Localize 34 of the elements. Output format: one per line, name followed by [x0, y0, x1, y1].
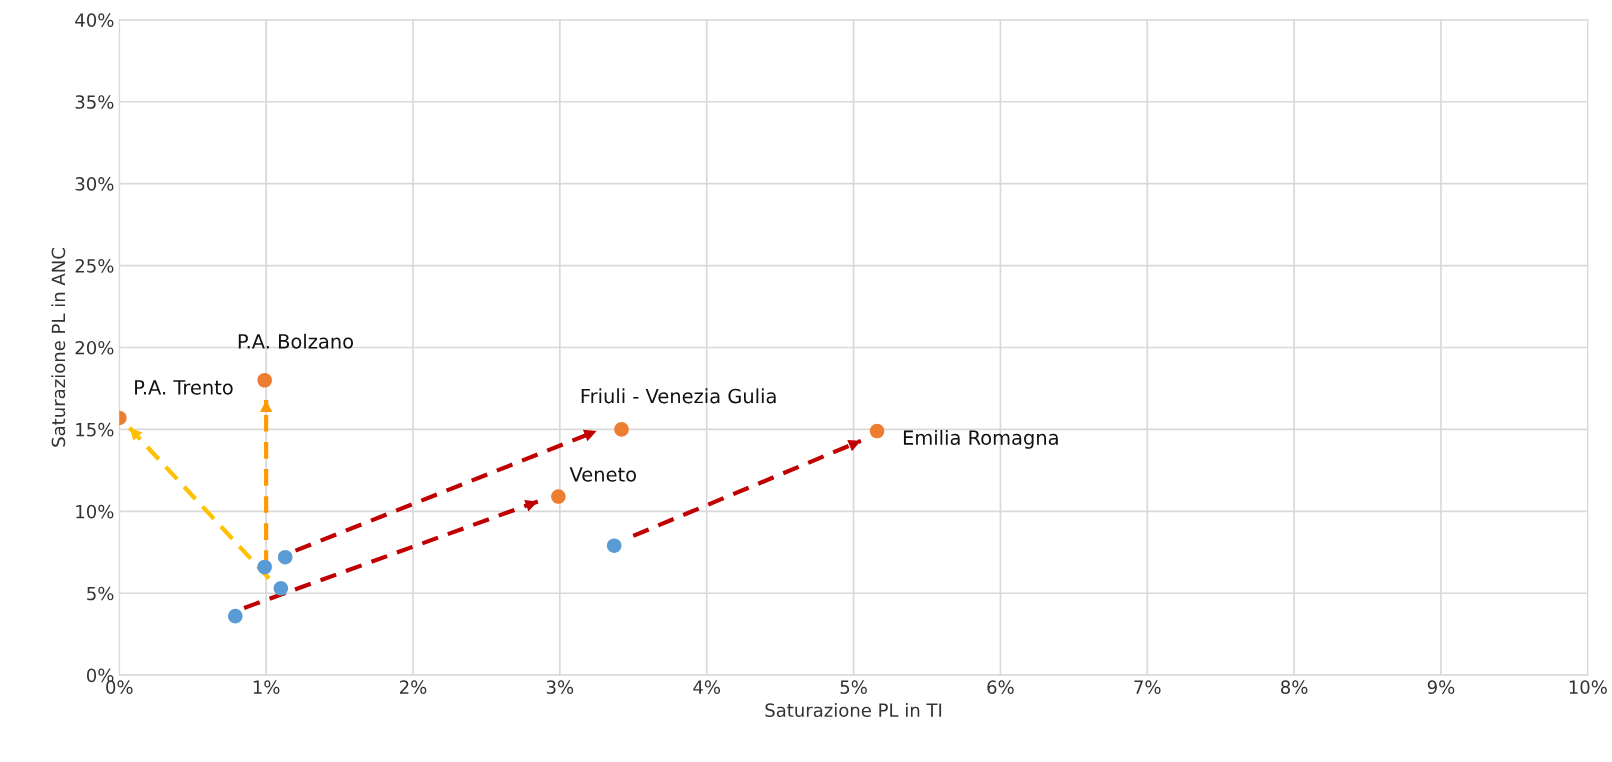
y-tick-label: 5%	[87, 586, 114, 601]
point	[869, 423, 885, 439]
y-tick-label: 40%	[75, 13, 114, 27]
annotation: Friuli - Venezia Gulia	[581, 388, 776, 404]
x-tick-label: 10%	[1569, 680, 1607, 694]
x-tick-label: 3%	[546, 680, 574, 694]
x-axis-title: Saturazione PL in TI	[765, 703, 942, 717]
y-tick-label: 25%	[75, 259, 114, 273]
x-tick-label: 7%	[1134, 680, 1161, 694]
point	[257, 372, 272, 388]
point	[606, 538, 622, 553]
annotation: P.A. Bolzano	[238, 333, 353, 349]
x-tick-label: 2%	[400, 680, 427, 694]
annotation: P.A. Trento	[135, 380, 233, 395]
point	[277, 549, 293, 565]
x-tick-label: 8%	[1281, 680, 1308, 694]
point	[257, 559, 272, 575]
point	[273, 581, 289, 596]
annotation: Emilia Romagna	[903, 429, 1058, 449]
x-tick-label: 9%	[1427, 680, 1455, 694]
x-tick-label: 4%	[693, 680, 721, 694]
x-tick-label: 6%	[987, 680, 1014, 694]
x-tick-label: 1%	[253, 680, 280, 694]
y-tick-label: 15%	[76, 422, 114, 437]
y-tick-label: 35%	[75, 95, 114, 109]
point	[551, 489, 566, 504]
point	[228, 608, 243, 624]
x-tick-label: 5%	[840, 680, 867, 694]
y-tick-label: 30%	[75, 177, 114, 191]
point	[614, 422, 629, 437]
y-tick-label: 20%	[75, 340, 114, 355]
annotation: Veneto	[569, 467, 636, 482]
y-axis-title: Saturazione PL in ANC	[51, 248, 66, 447]
y-tick-label: 10%	[76, 504, 114, 519]
